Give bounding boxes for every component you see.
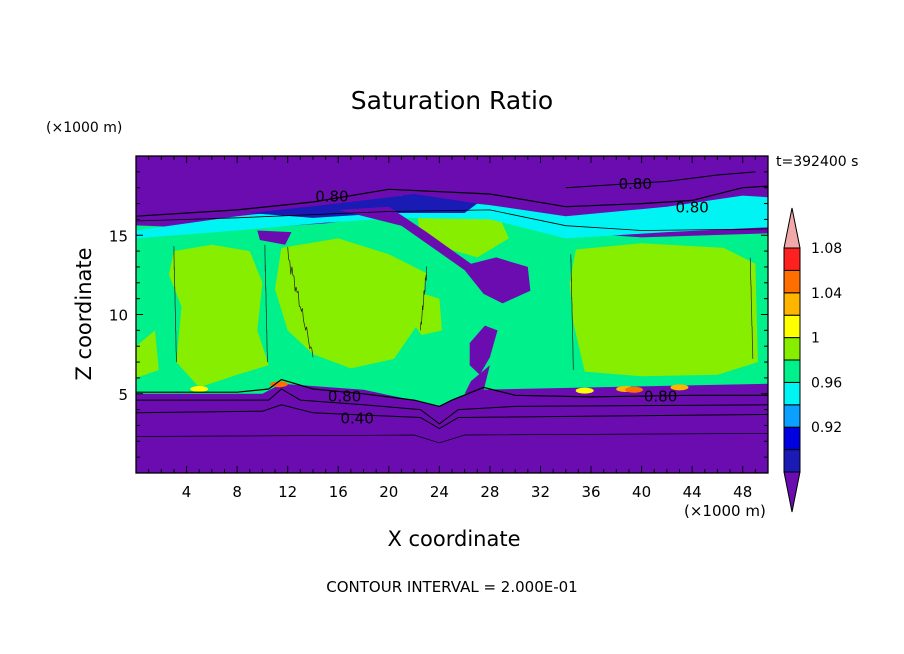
supersaturated-patch bbox=[406, 290, 442, 336]
supersaturation-spot bbox=[269, 381, 288, 388]
x-tick-label: 28 bbox=[480, 483, 499, 501]
colorbar-swatch bbox=[783, 404, 801, 428]
contour-label: 0.80 bbox=[675, 199, 708, 217]
cirrus-band bbox=[136, 195, 768, 239]
colorbar-label: 1 bbox=[811, 331, 820, 347]
time-label: t=392400 s bbox=[776, 154, 859, 170]
colorbar-label: 0.96 bbox=[811, 375, 842, 391]
y-tick-label: 10 bbox=[109, 307, 128, 325]
contour-line-0.80-upper bbox=[135, 185, 769, 217]
patch-edge bbox=[420, 266, 428, 331]
patch-edge bbox=[749, 257, 754, 359]
supersaturated-patch bbox=[168, 244, 269, 388]
contour-label: 0.80 bbox=[619, 175, 652, 193]
colorbar-low-arrow bbox=[783, 471, 801, 513]
contour-label: 0.80 bbox=[644, 387, 677, 405]
colorbar-swatch bbox=[783, 359, 801, 383]
colorbar-swatch bbox=[783, 247, 801, 271]
colorbar-swatch bbox=[783, 449, 801, 473]
supersaturation-spot bbox=[670, 384, 689, 391]
colorbar-label: 1.04 bbox=[811, 286, 842, 302]
x-tick-label: 20 bbox=[379, 483, 398, 501]
contour-line-0.20 bbox=[135, 433, 769, 444]
x-axis-unit: (×1000 m) bbox=[684, 502, 766, 520]
x-tick-label: 16 bbox=[329, 483, 348, 501]
colorbar-swatch bbox=[783, 314, 801, 339]
supersaturated-patch bbox=[569, 243, 758, 377]
colorbar-label: 0.92 bbox=[811, 420, 842, 436]
contour-line-0.80-aloft bbox=[565, 171, 756, 189]
colorbar-swatch bbox=[783, 292, 801, 316]
patch-edge bbox=[287, 247, 314, 358]
contour-line-0.40 bbox=[135, 404, 769, 430]
colorbar-high-arrow bbox=[783, 207, 801, 249]
x-tick-label: 44 bbox=[683, 483, 702, 501]
colorbar-swatch bbox=[783, 337, 801, 361]
supersaturated-patch bbox=[275, 238, 427, 369]
y-tick-label: 15 bbox=[109, 227, 128, 245]
patch-edge bbox=[570, 254, 574, 371]
x-tick-label: 32 bbox=[531, 483, 550, 501]
patch-edge bbox=[173, 246, 177, 363]
colorbar-label: 1.08 bbox=[811, 241, 842, 257]
x-axis-label: X coordinate bbox=[387, 527, 521, 551]
supersaturation-spot bbox=[625, 386, 644, 393]
supersaturated-patch bbox=[136, 330, 159, 378]
contour-line-0.60 bbox=[136, 388, 769, 425]
colorbar-swatch bbox=[783, 269, 801, 294]
dry-intrusion bbox=[257, 230, 292, 245]
x-tick-label: 48 bbox=[733, 483, 752, 501]
colorbar-swatch bbox=[783, 381, 801, 406]
x-tick-label: 12 bbox=[278, 483, 297, 501]
contour-label: 0.80 bbox=[315, 188, 348, 206]
colorbar: 0.92 0.96 1 1.04 1.08 bbox=[783, 207, 842, 513]
x-tick-label: 24 bbox=[430, 483, 449, 501]
contour-label: 0.80 bbox=[328, 387, 361, 405]
cirrus-core bbox=[249, 194, 478, 218]
colorbar-swatch bbox=[783, 426, 801, 451]
x-tick-label: 8 bbox=[232, 483, 242, 501]
contour-lines: 0.80 0.80 0.80 0.80 0.80 0.40 bbox=[135, 171, 769, 444]
z-axis-unit: (×1000 m) bbox=[46, 120, 123, 136]
x-tick-label: 36 bbox=[581, 483, 600, 501]
dry-intrusion bbox=[469, 325, 498, 375]
contour-line-upper-inner bbox=[135, 209, 769, 231]
supersaturation-spot bbox=[575, 387, 594, 394]
supersaturation-spot bbox=[190, 385, 209, 392]
plot-area bbox=[136, 156, 768, 473]
dry-intrusion bbox=[464, 365, 490, 394]
contour-interval-note: CONTOUR INTERVAL = 2.000E-01 bbox=[326, 578, 578, 596]
dry-intrusion bbox=[338, 206, 531, 304]
contour-line-0.80-lower bbox=[136, 378, 768, 408]
contour-label: 0.40 bbox=[340, 410, 373, 428]
patch-edge bbox=[264, 244, 268, 363]
x-tick-label: 40 bbox=[632, 483, 651, 501]
y-tick-label: 5 bbox=[118, 386, 128, 404]
chart-title: Saturation Ratio bbox=[350, 86, 554, 115]
x-tick-label: 4 bbox=[182, 483, 192, 501]
